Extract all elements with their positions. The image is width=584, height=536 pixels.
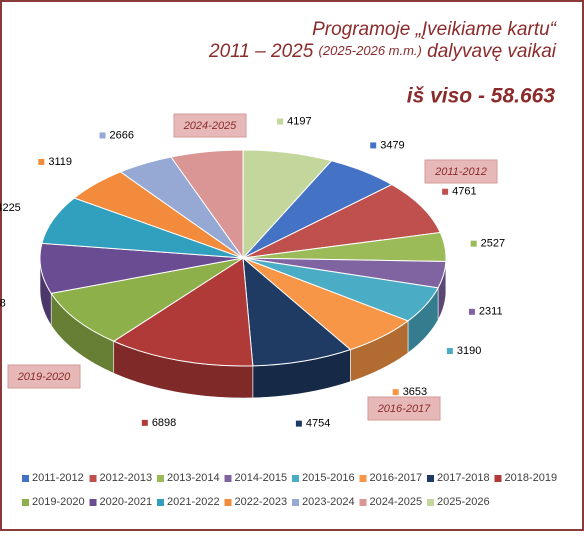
label-key xyxy=(277,119,283,125)
legend-label: 2011-2012 xyxy=(32,472,84,484)
data-label: 2311 xyxy=(479,306,503,318)
legend-key xyxy=(292,499,299,506)
legend-label: 2013-2014 xyxy=(167,472,220,484)
label-key xyxy=(471,241,477,247)
data-label: 3479 xyxy=(380,139,404,151)
data-label: 4225 xyxy=(0,202,21,214)
legend-label: 2023-2024 xyxy=(302,496,355,508)
data-label: 4761 xyxy=(452,186,476,198)
legend-key xyxy=(225,499,232,506)
callout-text: 2016-2017 xyxy=(377,403,431,415)
label-key xyxy=(142,420,148,426)
legend-label: 2018-2019 xyxy=(505,472,558,484)
label-key xyxy=(38,159,44,165)
legend-key xyxy=(90,499,97,506)
callout-text: 2011-2012 xyxy=(434,166,487,178)
label-key xyxy=(469,309,475,315)
legend-key xyxy=(22,475,29,482)
legend-key xyxy=(427,475,434,482)
legend-label: 2012-2013 xyxy=(100,472,153,484)
subtitle-part: (2025-2026 m.m.) xyxy=(319,43,422,58)
label-key xyxy=(442,189,448,195)
legend-label: 2022-2023 xyxy=(235,496,288,508)
legend-key xyxy=(157,475,164,482)
data-label: 3190 xyxy=(457,345,481,357)
legend-key xyxy=(157,499,164,506)
legend-label: 2019-2020 xyxy=(32,496,85,508)
legend-key xyxy=(90,475,97,482)
data-label: 4754 xyxy=(306,418,330,430)
legend-label: 2014-2015 xyxy=(235,472,288,484)
legend-label: 2017-2018 xyxy=(437,472,490,484)
legend-key xyxy=(225,475,232,482)
data-label: 6898 xyxy=(152,417,176,429)
label-key xyxy=(100,132,106,138)
label-key xyxy=(370,142,376,148)
legend-key xyxy=(22,499,29,506)
data-label: 3119 xyxy=(48,156,72,168)
label-key xyxy=(447,348,453,354)
legend-label: 2025-2026 xyxy=(437,496,490,508)
legend-label: 2020-2021 xyxy=(100,496,153,508)
chart-title: Programoje „Įveikiame kartu“ xyxy=(312,19,558,40)
data-label: 3653 xyxy=(403,386,427,398)
legend-key xyxy=(360,499,367,506)
total-label: iš viso - 58.663 xyxy=(407,85,556,108)
data-label: 2666 xyxy=(110,129,134,141)
legend-key xyxy=(292,475,299,482)
legend-key xyxy=(427,499,434,506)
legend-key xyxy=(360,475,367,482)
label-key xyxy=(393,389,399,395)
subtitle-part: 2011 – 2025 xyxy=(208,41,314,62)
legend-key xyxy=(495,475,502,482)
legend-label: 2021-2022 xyxy=(167,496,220,508)
subtitle-part: dalyvavę vaikai xyxy=(427,41,557,62)
callout-text: 2024-2025 xyxy=(183,120,237,132)
data-label: 4388 xyxy=(0,298,6,310)
callout-text: 2019-2020 xyxy=(17,371,71,383)
label-key xyxy=(296,421,302,427)
data-label: 2527 xyxy=(481,238,505,250)
legend-label: 2016-2017 xyxy=(370,472,423,484)
legend-label: 2015-2016 xyxy=(302,472,355,484)
data-label: 4197 xyxy=(287,115,311,127)
legend-label: 2024-2025 xyxy=(370,496,423,508)
